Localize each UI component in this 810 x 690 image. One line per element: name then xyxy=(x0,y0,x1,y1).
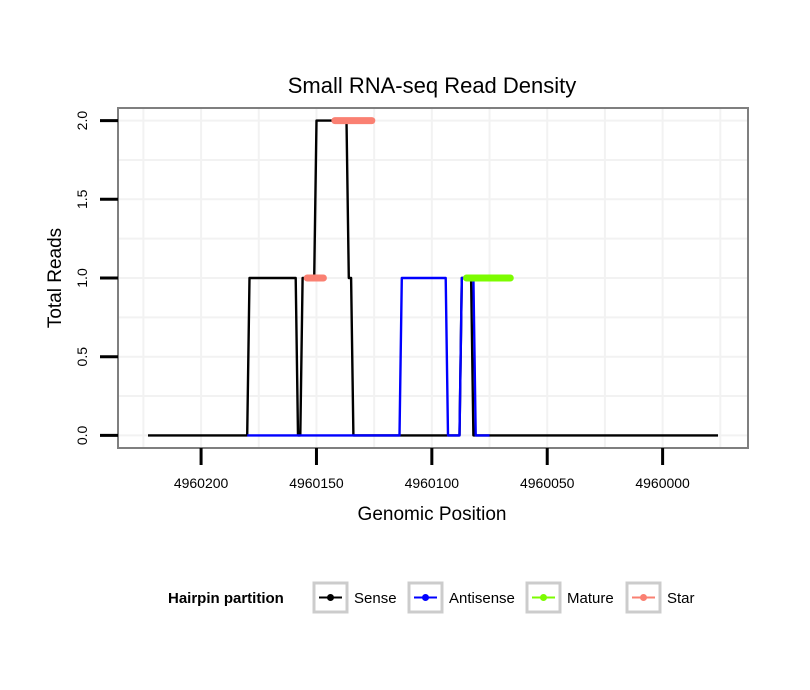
series-layer xyxy=(148,117,718,437)
legend-dot-star xyxy=(640,594,647,601)
legend-dot-mature xyxy=(540,594,547,601)
y-tick-label: 2.0 xyxy=(74,111,90,131)
x-axis: 4960200 4960150 4960100 4960050 4960000 xyxy=(174,448,690,491)
legend-title: Hairpin partition xyxy=(168,590,284,607)
y-tick-label: 1.0 xyxy=(74,268,90,288)
legend-label-antisense: Antisense xyxy=(449,590,515,607)
y-tick-label: 0.5 xyxy=(74,347,90,367)
x-tick-label: 4960050 xyxy=(520,475,575,491)
y-tick-label: 1.5 xyxy=(74,189,90,209)
x-axis-label: Genomic Position xyxy=(358,504,507,525)
series-line-antisense xyxy=(247,276,490,437)
legend-label-star: Star xyxy=(667,590,695,607)
legend-dot-sense xyxy=(327,594,334,601)
legend-label-sense: Sense xyxy=(354,590,397,607)
y-axis: 0.0 0.5 1.0 1.5 2.0 xyxy=(74,111,118,445)
grid xyxy=(118,108,748,448)
chart-title: Small RNA-seq Read Density xyxy=(288,73,577,98)
legend-dot-antisense xyxy=(422,594,429,601)
legend: Hairpin partition Sense Antisense Mature St… xyxy=(168,581,695,614)
x-tick-label: 4960150 xyxy=(289,475,344,491)
y-axis-label: Total Reads xyxy=(45,228,66,328)
x-tick-label: 4960000 xyxy=(635,475,690,491)
y-tick-label: 0.0 xyxy=(74,425,90,445)
x-tick-label: 4960100 xyxy=(405,475,460,491)
x-tick-label: 4960200 xyxy=(174,475,229,491)
legend-label-mature: Mature xyxy=(567,590,614,607)
